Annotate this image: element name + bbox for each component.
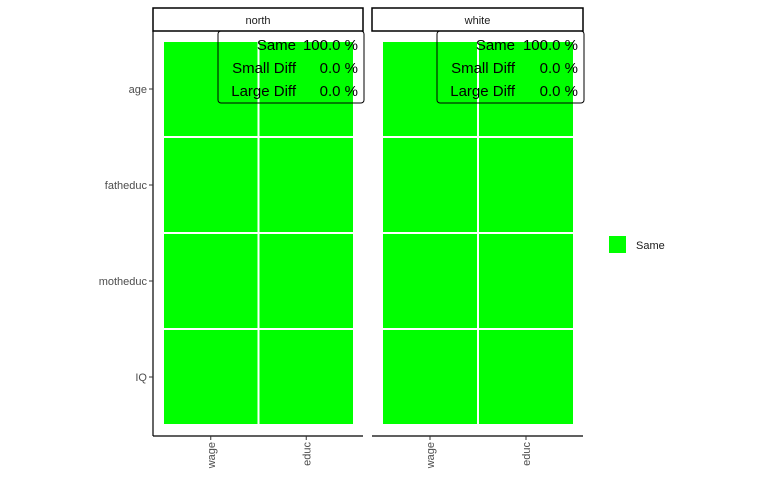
heatmap-tile bbox=[164, 330, 258, 424]
annotation-label: Same bbox=[257, 37, 296, 54]
heatmap-tile bbox=[259, 138, 353, 232]
x-tick-label: educ bbox=[301, 442, 313, 466]
annotation-value: 0.0 % bbox=[540, 83, 578, 100]
x-tick-label: wage bbox=[425, 442, 437, 469]
heatmap-tile bbox=[479, 330, 573, 424]
heatmap-tile bbox=[383, 42, 477, 136]
legend-label: Same bbox=[636, 240, 665, 252]
x-tick-label: wage bbox=[206, 442, 218, 469]
x-tick-label: educ bbox=[521, 442, 533, 466]
facet-label: north bbox=[245, 15, 270, 27]
annotation-value: 0.0 % bbox=[320, 83, 358, 100]
heatmap-tile bbox=[164, 42, 258, 136]
heatmap-tile bbox=[383, 234, 477, 328]
annotation-label: Large Diff bbox=[450, 83, 516, 100]
y-tick-label: motheduc bbox=[99, 276, 148, 288]
y-tick-label: IQ bbox=[135, 372, 147, 384]
heatmap-tile bbox=[164, 234, 258, 328]
heatmap-tile bbox=[479, 42, 573, 136]
annotation-value: 100.0 % bbox=[303, 37, 358, 54]
annotation-value: 100.0 % bbox=[523, 37, 578, 54]
annotation-value: 0.0 % bbox=[320, 60, 358, 77]
heatmap-tile bbox=[259, 234, 353, 328]
annotation-label: Large Diff bbox=[231, 83, 297, 100]
annotation-label: Small Diff bbox=[451, 60, 516, 77]
facet-label: white bbox=[464, 15, 491, 27]
legend-key bbox=[609, 236, 626, 253]
heatmap-tile bbox=[479, 234, 573, 328]
annotation-value: 0.0 % bbox=[540, 60, 578, 77]
annotation-label: Small Diff bbox=[232, 60, 297, 77]
annotation-label: Same bbox=[476, 37, 515, 54]
heatmap-tile bbox=[164, 138, 258, 232]
annotation-box bbox=[436, 30, 585, 104]
heatmap-tile bbox=[383, 330, 477, 424]
heatmap-tile bbox=[479, 138, 573, 232]
y-tick-label: fatheduc bbox=[105, 180, 148, 192]
heatmap-tile bbox=[259, 330, 353, 424]
y-tick-label: age bbox=[129, 84, 147, 96]
heatmap-tile bbox=[383, 138, 477, 232]
heatmap-tile bbox=[259, 42, 353, 136]
annotation-box bbox=[217, 30, 365, 104]
